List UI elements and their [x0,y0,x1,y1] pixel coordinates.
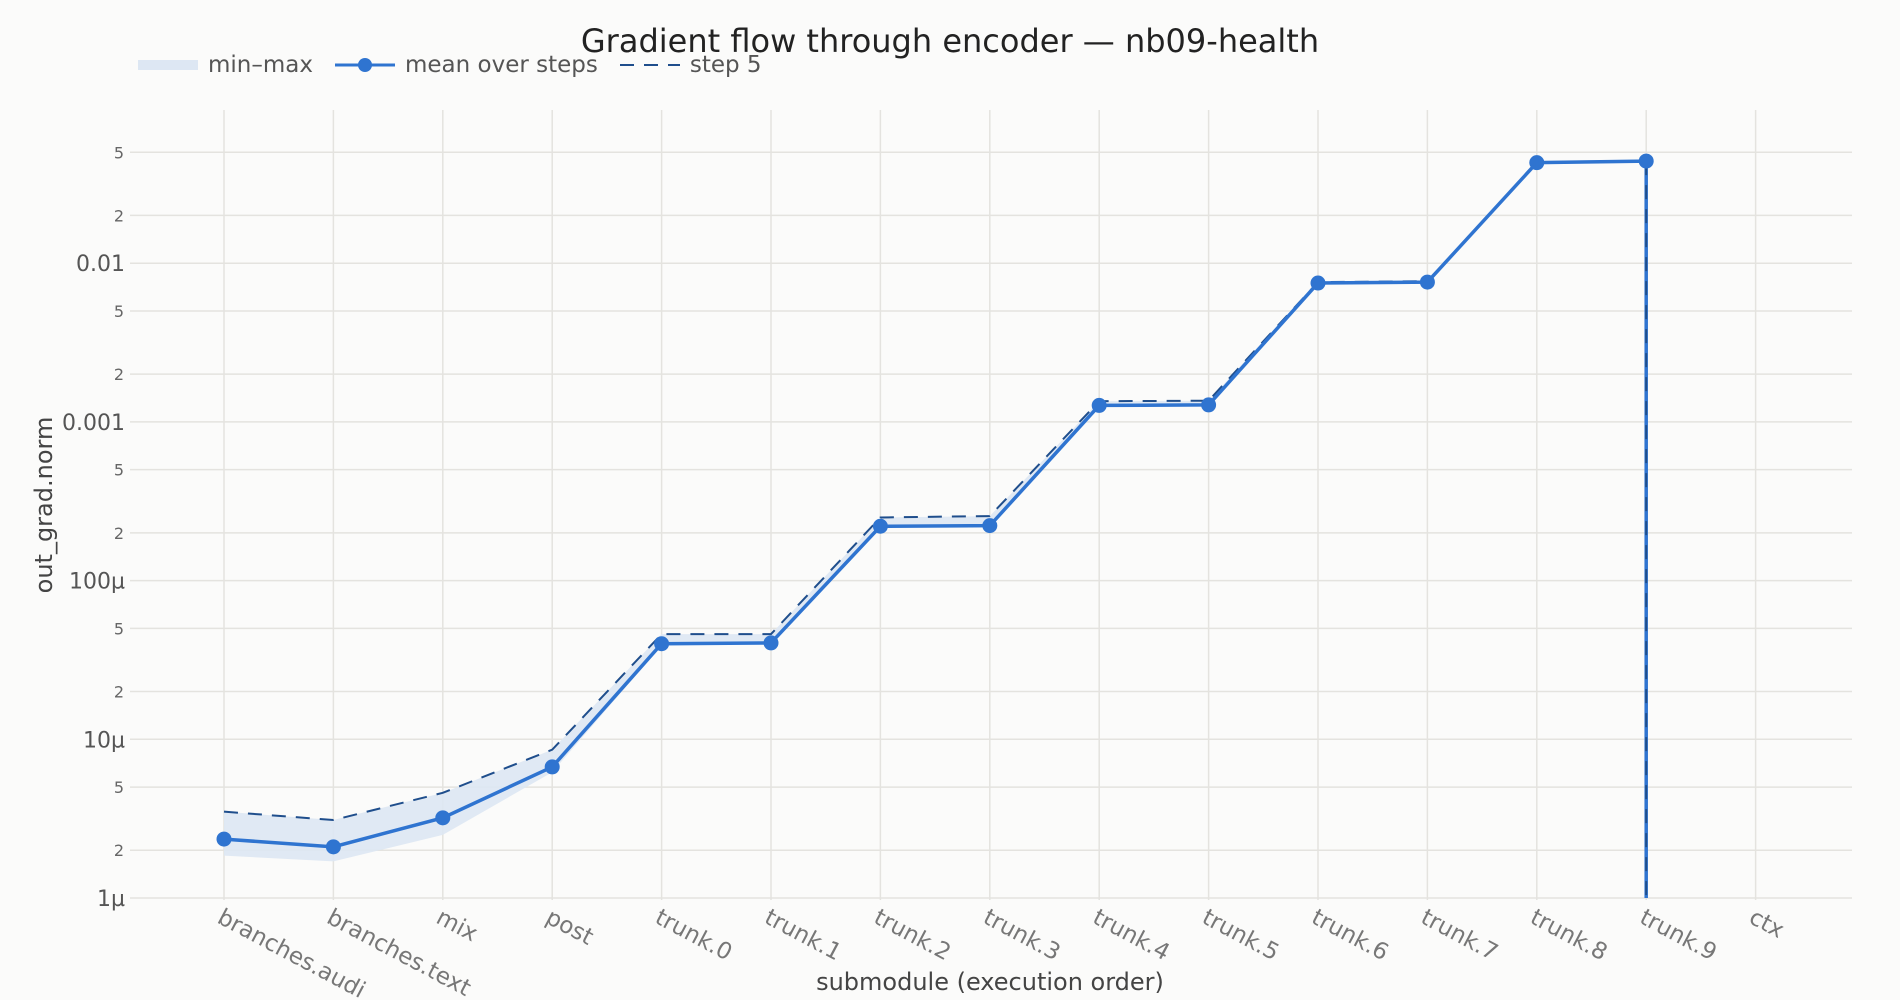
y-tick-label: 5 [114,143,124,162]
y-tick-label: 2 [114,206,124,225]
x-tick-label: trunk.9 [1635,904,1720,966]
y-tick-label: 5 [114,778,124,797]
y-tick-label: 0.001 [62,411,125,436]
legend-label-minmax: min–max [208,52,313,78]
legend-label-mean: mean over steps [404,52,598,78]
x-tick-label: ctx [1745,904,1788,944]
legend: min–max mean over steps step 5 [138,52,762,78]
mean-point [982,518,998,534]
x-tick-label: trunk.6 [1307,904,1392,966]
x-tick-label: trunk.5 [1198,904,1283,966]
legend-item-mean[interactable]: mean over steps [334,52,598,78]
mean-point [1638,153,1654,169]
y-tick-label: 5 [114,619,124,638]
legend-swatch-step [619,64,680,66]
y-tick-label: 5 [114,461,124,480]
x-axis-label: submodule (execution order) [816,968,1164,996]
x-tick-label: trunk.1 [760,904,845,966]
y-tick-label: 1µ [97,887,125,912]
y-tick-label: 2 [114,365,124,384]
mean-point [1529,155,1545,171]
legend-swatch-band [138,60,198,70]
mean-point [1310,275,1326,291]
x-tick-label: post [541,904,597,950]
x-tick-label: trunk.0 [651,904,736,966]
legend-item-minmax[interactable]: min–max [138,52,313,78]
x-tick-label: trunk.3 [979,904,1064,966]
mean-point [872,518,888,534]
mean-point [1091,397,1107,413]
minmax-band [224,159,1647,862]
mean-line [223,159,1647,849]
x-tick-label: trunk.2 [870,904,955,966]
legend-swatch-mean [334,58,395,72]
y-tick-label: 0.01 [76,252,125,277]
mean-point [1419,274,1435,290]
y-tick-label: 100µ [69,570,125,595]
step5-line [223,160,1647,822]
x-tick-label: trunk.4 [1088,904,1173,966]
legend-item-step[interactable]: step 5 [619,52,762,78]
x-tick-label: mix [432,904,482,947]
mean-point [435,810,451,826]
x-tick-label: trunk.7 [1417,904,1502,966]
mean-point [325,839,341,855]
y-tick-label: 5 [114,302,124,321]
y-tick-label: 2 [114,683,124,702]
mean-point [216,831,232,847]
mean-point [1201,397,1217,413]
legend-label-step: step 5 [689,52,762,78]
chart-title: Gradient flow through encoder — nb09-hea… [580,22,1320,60]
y-tick-label: 2 [114,841,124,860]
mean-point [763,635,779,651]
mean-point [654,636,670,652]
x-tick-label: trunk.8 [1526,904,1611,966]
y-tick-label: 2 [114,524,124,543]
mean-point [544,759,560,775]
y-tick-label: 10µ [83,728,125,753]
